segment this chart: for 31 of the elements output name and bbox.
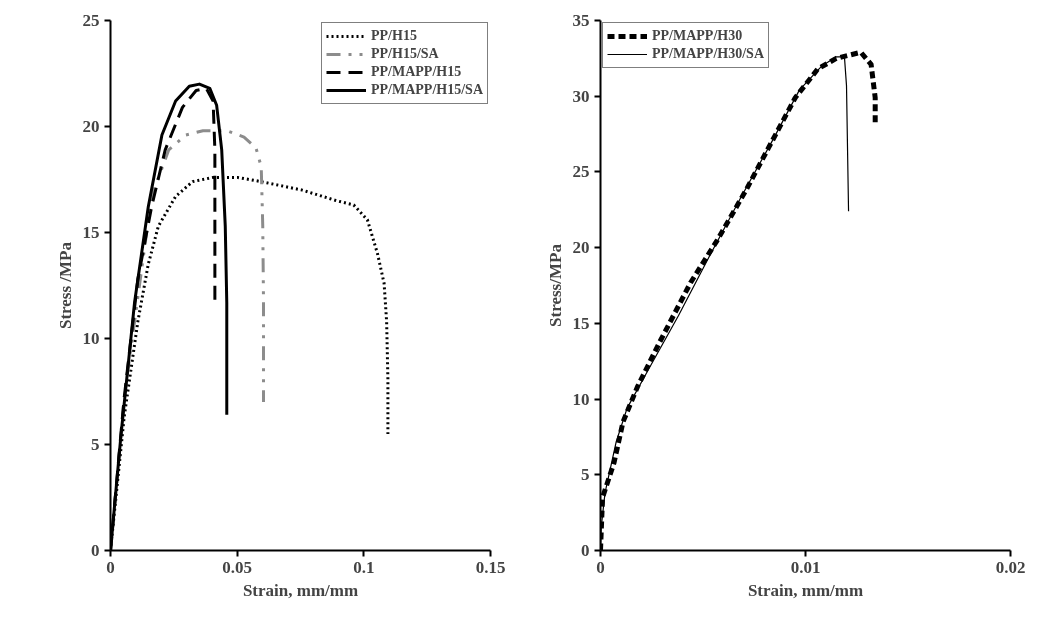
y-tick-label: 35 xyxy=(572,11,590,30)
y-tick-label: 5 xyxy=(91,435,100,454)
x-tick-label: 0.1 xyxy=(353,557,375,577)
x-tick-label: 0 xyxy=(106,557,115,577)
y-tick-label: 0 xyxy=(91,541,100,560)
y-axis-title: Stress/MPa xyxy=(545,243,565,327)
x-tick-label: 0.02 xyxy=(995,557,1026,577)
legend-label: PP/MAPP/H15 xyxy=(371,63,462,81)
x-tick-label: 0 xyxy=(596,557,605,577)
y-tick-label: 0 xyxy=(581,541,590,560)
x-axis-title: Strain, mm/mm xyxy=(242,580,359,600)
y-tick-label: 20 xyxy=(82,117,100,136)
y-tick-label: 15 xyxy=(82,223,100,242)
x-tick-label: 0.01 xyxy=(790,557,821,577)
y-tick-label: 5 xyxy=(581,465,590,485)
y-tick-label: 25 xyxy=(572,162,590,182)
legend-label: PP/H15 xyxy=(371,27,417,45)
legend-label: PP/MAPP/H15/SA xyxy=(371,81,483,99)
y-tick-label: 25 xyxy=(82,11,100,30)
x-axis-title: Strain, mm/mm xyxy=(747,580,864,600)
y-axis-title: Stress /MPa xyxy=(55,241,75,330)
y-tick-label: 10 xyxy=(82,329,100,348)
x-tick-label: 0.05 xyxy=(222,557,253,577)
y-tick-label: 15 xyxy=(572,313,590,333)
y-tick-label: 10 xyxy=(572,389,590,409)
legend-label: PP/MAPP/H30/SA xyxy=(652,45,764,63)
x-tick-label: 0.15 xyxy=(475,557,506,577)
legend-label: PP/MAPP/H30 xyxy=(652,27,743,45)
y-tick-label: 30 xyxy=(572,86,590,106)
y-tick-label: 20 xyxy=(572,238,590,258)
legend-label: PP/H15/SA xyxy=(371,45,439,63)
